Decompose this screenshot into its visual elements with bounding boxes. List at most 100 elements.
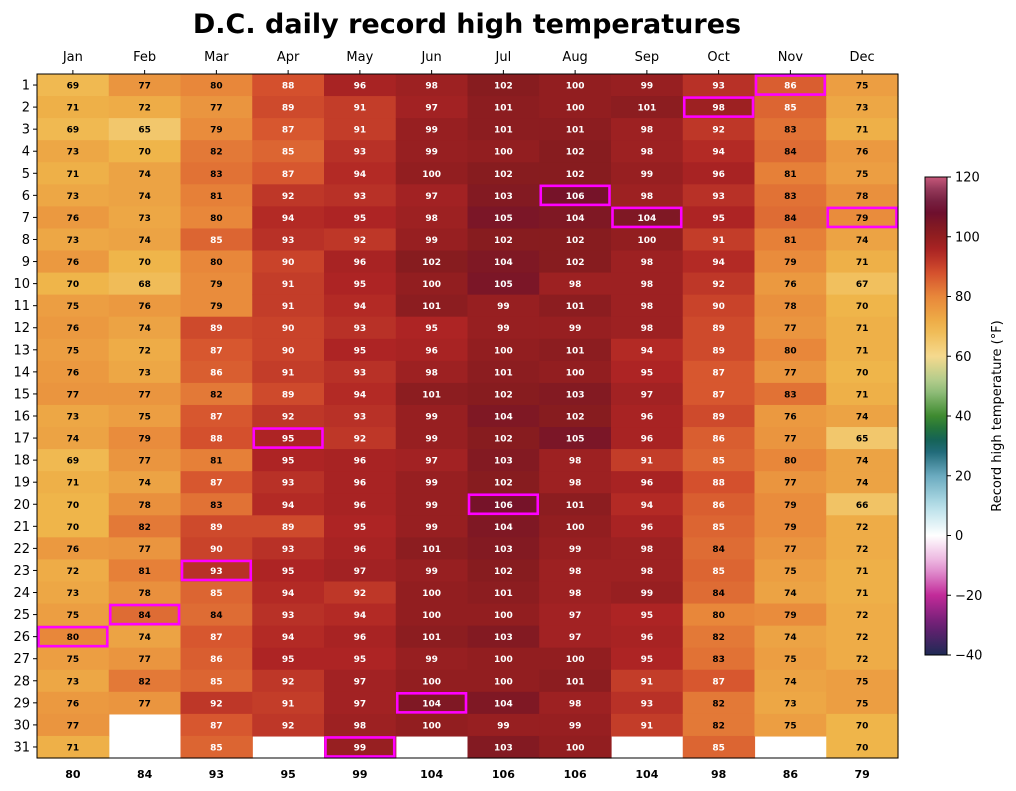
heatmap-cell [395,559,469,583]
heatmap-cell [324,537,397,561]
cell-value-label: 71 [856,258,869,268]
cell-value-label: 82 [712,699,725,709]
cell-value-label: 95 [354,523,367,533]
heatmap-cell [180,74,253,97]
heatmap-cell [324,581,397,605]
month-label: Sep [635,50,660,65]
cell-value-label: 93 [210,567,223,577]
cell-value-label: 76 [784,280,797,290]
heatmap-cell [754,360,827,384]
cell-value-label: 98 [641,302,654,312]
heatmap-cell [611,691,684,715]
cell-value-label: 74 [138,633,151,643]
heatmap-cell [539,140,612,163]
heatmap-cell [395,647,469,671]
cell-value-label: 87 [210,413,223,423]
heatmap-cell [467,449,540,472]
heatmap-cell [611,228,684,252]
monthly-max-label: 104 [635,768,658,781]
cell-value-label: 89 [712,346,725,356]
heatmap-cell [539,493,612,516]
heatmap-cell [754,669,827,693]
cell-value-label: 70 [138,148,151,158]
cell-value-label: 98 [354,721,367,731]
heatmap-cell [467,140,540,163]
day-label: 25 [13,608,30,623]
heatmap-cell [180,272,253,296]
cell-value-label: 91 [641,677,654,687]
heatmap-cell [108,471,182,494]
heatmap-cell [180,515,253,538]
heatmap-cell [324,162,397,185]
heatmap-cell [395,74,469,97]
cell-value-label: 75 [67,346,80,356]
cell-value-label: 99 [425,567,438,577]
heatmap-cell [395,669,469,693]
cell-value-label: 88 [282,82,295,92]
heatmap-cell [37,647,110,671]
cell-value-label: 106 [566,192,585,202]
cell-value-label: 73 [67,677,80,687]
heatmap-cell [682,493,756,516]
month-label: Dec [850,50,875,65]
heatmap-cell [180,338,253,362]
cell-value-label: 79 [210,126,223,136]
cell-value-label: 77 [138,545,151,555]
heatmap-cell [37,515,110,538]
heatmap-cell [252,250,325,274]
cell-value-label: 73 [67,589,80,599]
heatmap-cell [611,669,684,693]
day-label: 24 [13,586,30,601]
heatmap-cell [37,427,110,450]
heatmap-cell [395,382,469,406]
day-label: 7 [22,211,30,226]
cell-value-label: 77 [138,655,151,665]
cell-value-label: 90 [282,346,295,356]
cell-value-label: 77 [138,457,151,467]
cell-value-label: 103 [566,390,585,400]
cell-value-label: 92 [712,126,725,136]
heatmap-cell [467,691,540,715]
heatmap-cell [682,691,756,715]
heatmap-cell [180,669,253,693]
record-day-box [826,206,898,229]
heatmap-cell [611,537,684,561]
heatmap-cell [467,625,540,649]
record-day-box [324,736,396,758]
day-label: 29 [13,696,30,711]
cell-value-label: 99 [641,82,654,92]
cell-value-label: 105 [494,280,513,290]
heatmap-cell [539,647,612,671]
heatmap-cell [539,404,612,428]
cell-value-label: 101 [566,126,585,136]
cell-value-label: 80 [210,258,223,268]
cell-value-label: 81 [138,567,151,577]
heatmap-cell [324,382,397,406]
heatmap-cell [467,669,540,693]
cell-value-label: 101 [422,390,441,400]
heatmap-cell [682,206,756,230]
cell-value-label: 85 [784,104,797,114]
heatmap-cell [682,140,756,163]
heatmap-cell [826,206,899,230]
cell-value-label: 79 [210,280,223,290]
heatmap-cell [324,316,397,340]
heatmap-cell [682,382,756,406]
heatmap-cell [539,625,612,649]
cell-value-label: 85 [712,567,725,577]
heatmap-cell [180,735,253,759]
colorbar-tick-label: 60 [955,350,972,365]
heatmap-cell [37,74,110,97]
heatmap-cell [539,316,612,340]
heatmap-cell [37,96,110,119]
heatmap-cell [754,537,827,561]
cell-value-label: 83 [784,192,797,202]
cell-value-label: 89 [712,324,725,334]
heatmap-cell [180,206,253,230]
heatmap-cell [826,537,899,561]
heatmap-cell [395,471,469,494]
heatmap-cell [754,250,827,274]
cell-value-label: 101 [566,346,585,356]
cell-value-label: 99 [425,126,438,136]
heatmap-cell [539,272,612,296]
